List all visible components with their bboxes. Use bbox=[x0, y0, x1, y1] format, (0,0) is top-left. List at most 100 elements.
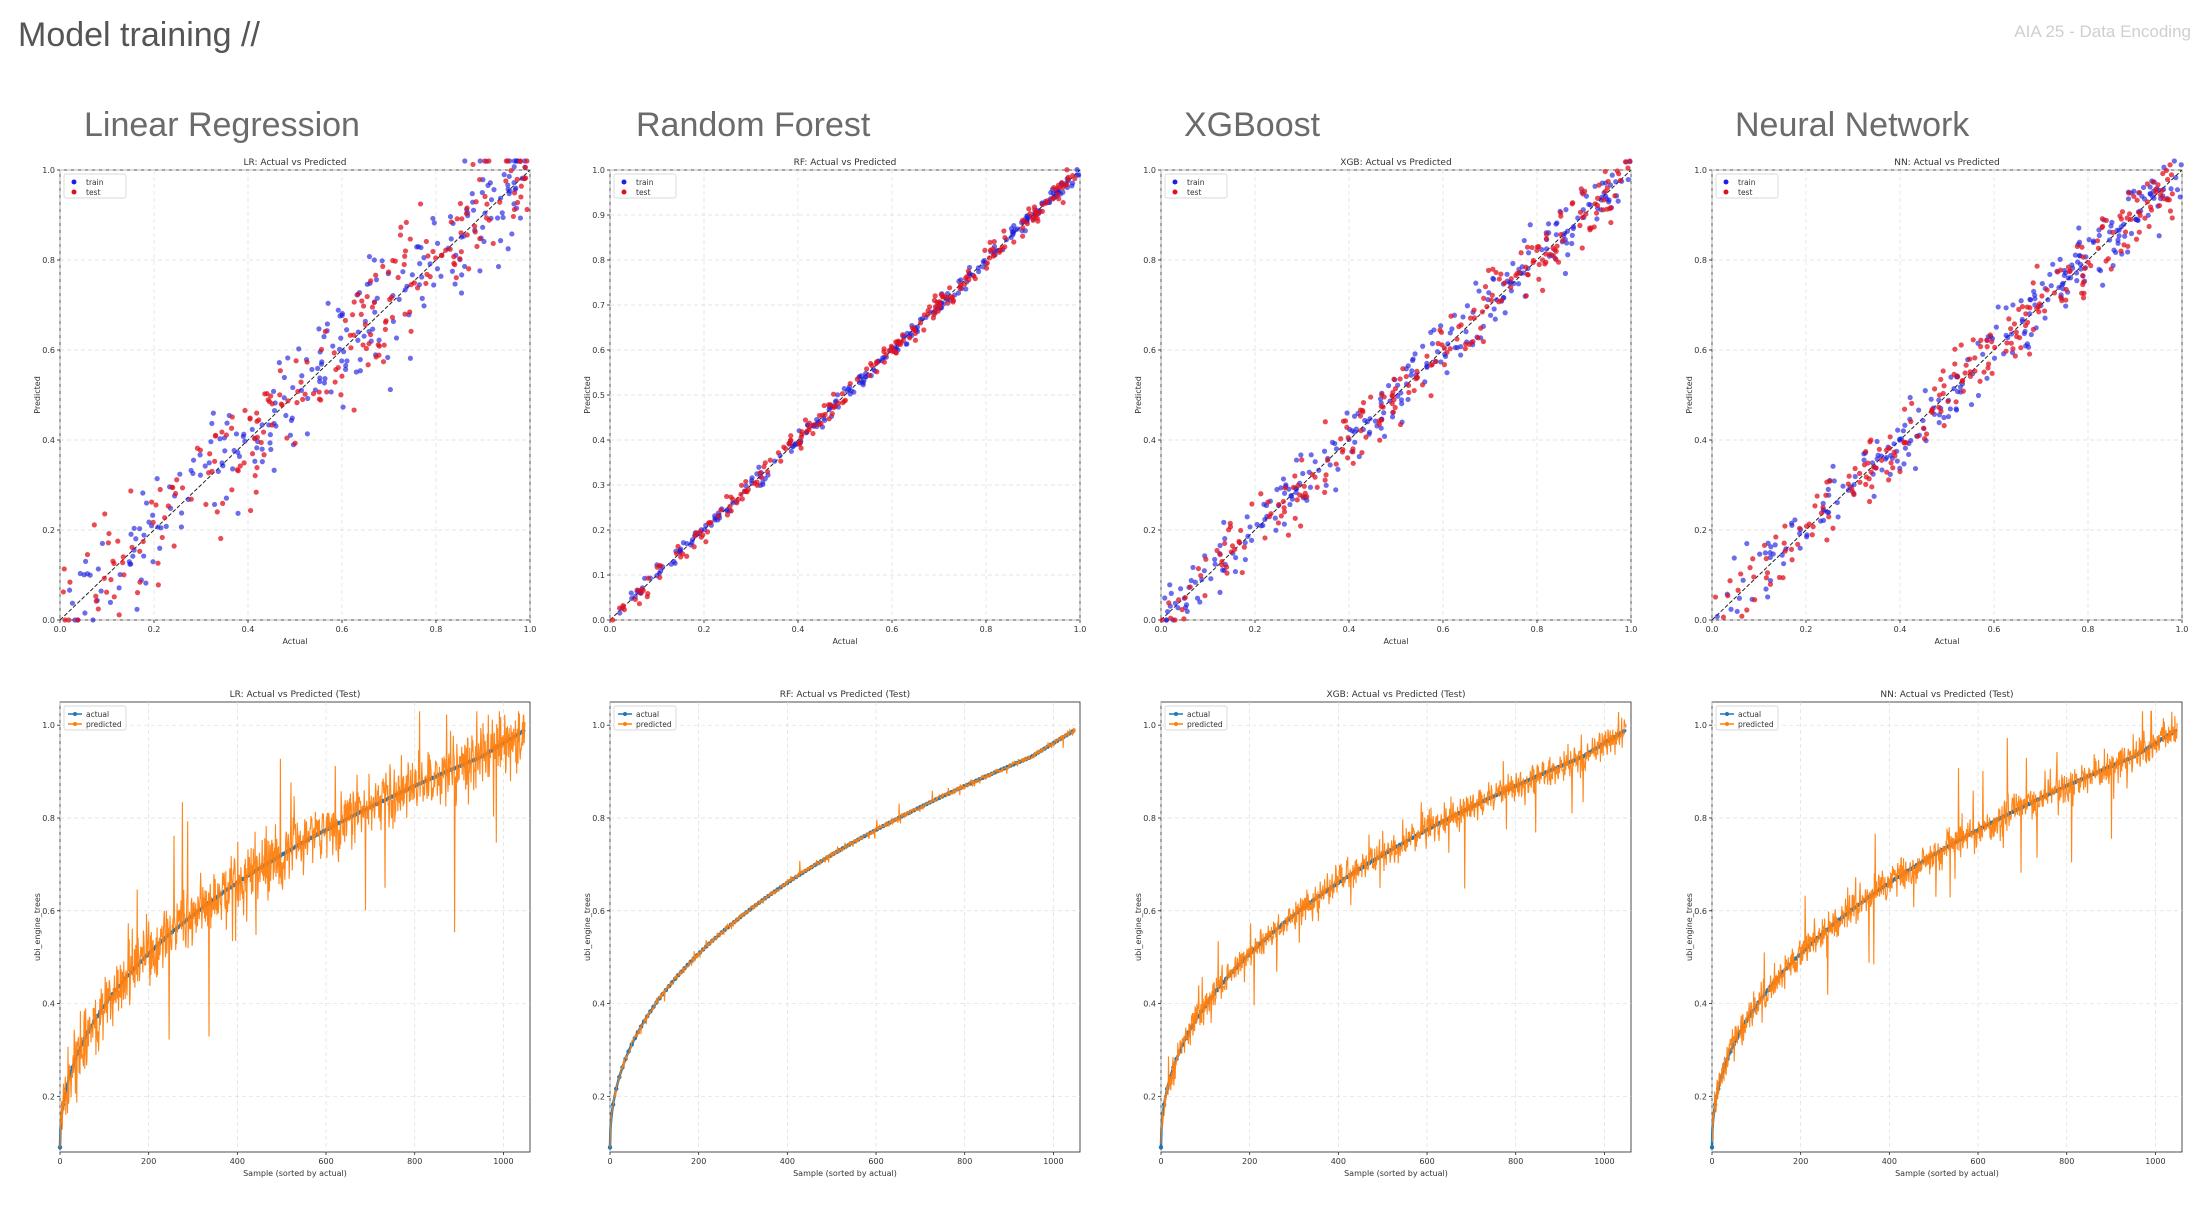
train-point bbox=[128, 531, 134, 537]
test-point bbox=[466, 266, 472, 272]
test-point bbox=[1616, 171, 1622, 177]
x-tick-label: 200 bbox=[691, 1157, 706, 1166]
test-point bbox=[1493, 269, 1499, 276]
x-tick-label: 1.0 bbox=[1625, 625, 1638, 634]
train-point bbox=[1254, 521, 1260, 528]
test-point bbox=[1945, 398, 1951, 405]
test-point bbox=[1070, 173, 1076, 179]
test-point bbox=[1725, 593, 1731, 599]
train-point bbox=[1316, 467, 1322, 473]
y-tick-label: 0.2 bbox=[592, 1092, 605, 1101]
test-point bbox=[2167, 208, 2174, 214]
y-tick-label: 0.6 bbox=[1143, 907, 1156, 916]
chart-title: LR: Actual vs Predicted (Test) bbox=[230, 690, 361, 700]
test-point bbox=[2136, 229, 2142, 235]
train-point bbox=[2100, 282, 2106, 288]
x-tick-label: 1000 bbox=[493, 1157, 513, 1166]
test-point bbox=[2160, 170, 2166, 177]
train-point bbox=[1897, 437, 1903, 443]
test-point bbox=[1897, 468, 1903, 475]
test-point bbox=[1720, 614, 1727, 620]
test-point bbox=[873, 360, 879, 366]
test-point bbox=[1480, 338, 1487, 345]
test-point bbox=[228, 425, 235, 431]
test-point bbox=[373, 354, 379, 360]
test-point bbox=[1963, 362, 1969, 368]
train-point bbox=[1851, 482, 1857, 488]
test-point bbox=[1941, 383, 1947, 389]
train-point bbox=[1280, 476, 1287, 482]
train-point bbox=[1434, 349, 1441, 355]
train-point bbox=[1487, 312, 1494, 318]
test-point bbox=[2019, 304, 2026, 310]
test-point bbox=[237, 463, 243, 469]
train-point bbox=[1060, 189, 1066, 195]
test-point bbox=[278, 401, 284, 407]
train-point bbox=[330, 343, 336, 349]
test-point bbox=[1032, 207, 1038, 213]
train-point bbox=[1871, 493, 1877, 499]
test-point bbox=[497, 199, 503, 205]
test-point bbox=[912, 330, 918, 337]
train-point bbox=[1975, 392, 1982, 399]
x-tick-label: 0.0 bbox=[1706, 625, 1719, 634]
test-point bbox=[931, 297, 938, 303]
train-point bbox=[141, 532, 147, 538]
legend-marker-predicted bbox=[1725, 722, 1729, 726]
test-point bbox=[1056, 185, 1062, 191]
train-point bbox=[357, 356, 363, 363]
test-point bbox=[310, 391, 317, 397]
test-point bbox=[1502, 280, 1508, 286]
test-point bbox=[111, 560, 117, 567]
train-point bbox=[1594, 216, 1600, 222]
test-point bbox=[524, 206, 530, 213]
train-point bbox=[1172, 600, 1179, 606]
test-point bbox=[1738, 571, 1744, 577]
test-point bbox=[1830, 525, 1836, 531]
rf-scatter-chart: 0.0 0.2 0.4 0.6 0.8 1.0 0.0 0.1 0.2 0.3 0.4 0.5 0.6 0… bbox=[583, 158, 1086, 646]
train-point bbox=[1525, 250, 1532, 256]
train-point bbox=[220, 463, 226, 469]
test-point bbox=[1219, 562, 1225, 568]
test-point bbox=[1764, 570, 1771, 576]
test-point bbox=[2079, 290, 2085, 296]
train-point bbox=[1714, 614, 1720, 620]
test-point bbox=[367, 332, 374, 338]
test-point bbox=[1392, 404, 1398, 411]
train-point bbox=[860, 382, 866, 388]
x-tick-label: 1000 bbox=[2145, 1157, 2165, 1166]
test-point bbox=[179, 485, 186, 491]
test-point bbox=[1727, 578, 1733, 584]
test-point bbox=[1428, 362, 1434, 368]
x-tick-label: 400 bbox=[780, 1157, 795, 1166]
test-point bbox=[2094, 238, 2101, 244]
test-point bbox=[84, 551, 91, 558]
train-point bbox=[1520, 270, 1526, 276]
test-point bbox=[1301, 483, 1307, 489]
train-point bbox=[1908, 437, 1914, 444]
test-point bbox=[2103, 217, 2109, 223]
test-point bbox=[1376, 421, 1382, 427]
x-tick-label: 800 bbox=[407, 1157, 422, 1166]
test-point bbox=[1523, 293, 1529, 299]
test-point bbox=[2169, 215, 2175, 221]
test-point bbox=[1323, 472, 1329, 478]
test-point bbox=[1276, 501, 1282, 508]
train-point bbox=[491, 187, 497, 193]
test-point bbox=[839, 391, 845, 397]
test-point bbox=[818, 420, 824, 427]
test-point bbox=[1498, 271, 1504, 277]
train-point bbox=[1447, 330, 1453, 336]
train-point bbox=[1804, 532, 1810, 538]
test-point bbox=[2128, 216, 2134, 222]
test-point bbox=[723, 493, 730, 500]
test-point bbox=[1039, 208, 1045, 215]
train-point bbox=[1916, 407, 1922, 413]
train-point bbox=[1768, 544, 1774, 550]
test-point bbox=[881, 349, 887, 355]
predicted-line bbox=[1711, 710, 2178, 1143]
test-point bbox=[982, 247, 988, 253]
test-point bbox=[298, 379, 304, 385]
test-point bbox=[881, 359, 888, 365]
